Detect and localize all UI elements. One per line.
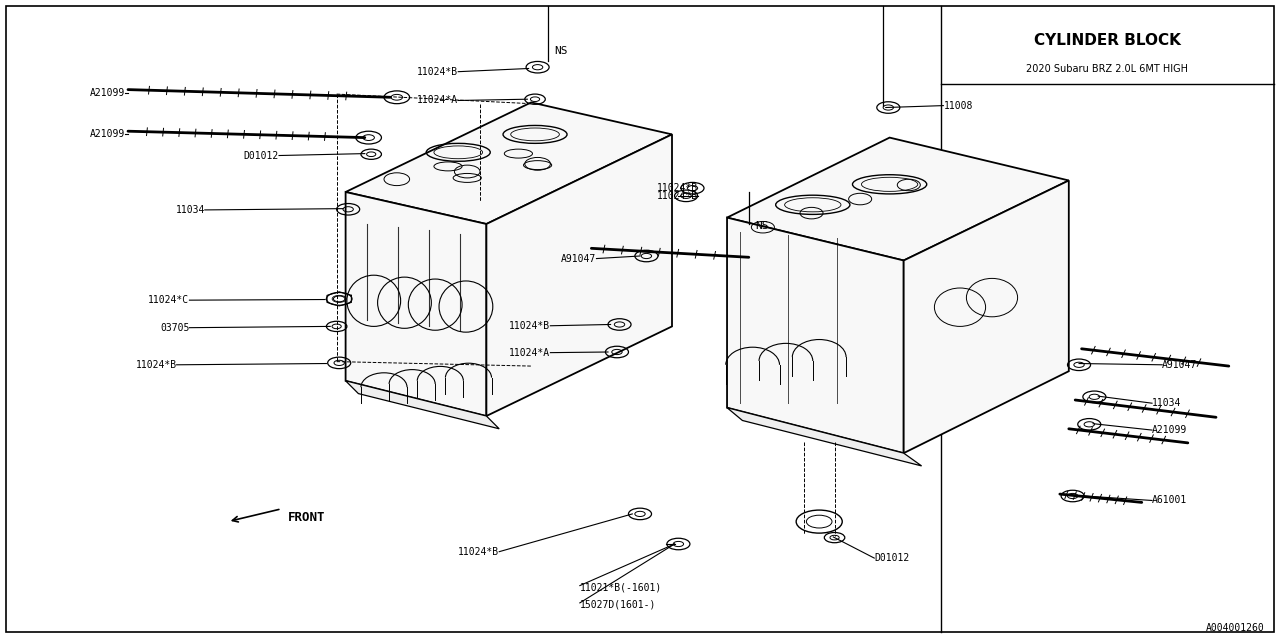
Text: NS: NS — [755, 221, 769, 231]
Text: A21099: A21099 — [1152, 425, 1188, 435]
Text: A61001: A61001 — [1152, 495, 1188, 506]
Text: 11021*B(-1601): 11021*B(-1601) — [580, 582, 662, 593]
Text: 11024*A: 11024*A — [509, 348, 550, 358]
Text: 15027D(1601-): 15027D(1601-) — [580, 600, 657, 610]
Text: 03705: 03705 — [160, 323, 189, 333]
Polygon shape — [346, 102, 672, 224]
Text: A91047: A91047 — [561, 253, 596, 264]
Text: A004001260: A004001260 — [1206, 623, 1265, 634]
Text: 11024*B: 11024*B — [136, 360, 177, 370]
Polygon shape — [727, 138, 1069, 260]
Polygon shape — [346, 381, 499, 429]
Text: 11024*B: 11024*B — [417, 67, 458, 77]
Text: CYLINDER BLOCK: CYLINDER BLOCK — [1034, 33, 1180, 49]
Text: 11024*B: 11024*B — [657, 183, 698, 193]
Text: FRONT: FRONT — [288, 511, 325, 524]
Text: 11034: 11034 — [1152, 398, 1181, 408]
Text: 11024*B: 11024*B — [458, 547, 499, 557]
Polygon shape — [727, 218, 904, 453]
Text: 11008: 11008 — [943, 100, 973, 111]
Text: 11024*B: 11024*B — [509, 321, 550, 331]
Polygon shape — [346, 192, 486, 416]
Text: D01012: D01012 — [243, 150, 279, 161]
Text: 11034: 11034 — [175, 205, 205, 215]
Text: NS: NS — [554, 46, 568, 56]
Text: A91047: A91047 — [1162, 360, 1198, 370]
Text: A21099: A21099 — [90, 129, 125, 140]
Polygon shape — [727, 408, 922, 466]
Text: 11024*B: 11024*B — [657, 191, 698, 201]
Text: D01012: D01012 — [874, 553, 910, 563]
Polygon shape — [904, 180, 1069, 453]
Text: 11024*A: 11024*A — [417, 95, 458, 106]
Polygon shape — [486, 134, 672, 416]
Text: 2020 Subaru BRZ 2.0L 6MT HIGH: 2020 Subaru BRZ 2.0L 6MT HIGH — [1027, 64, 1188, 74]
Text: A21099: A21099 — [90, 88, 125, 98]
Text: 11024*C: 11024*C — [148, 295, 189, 305]
